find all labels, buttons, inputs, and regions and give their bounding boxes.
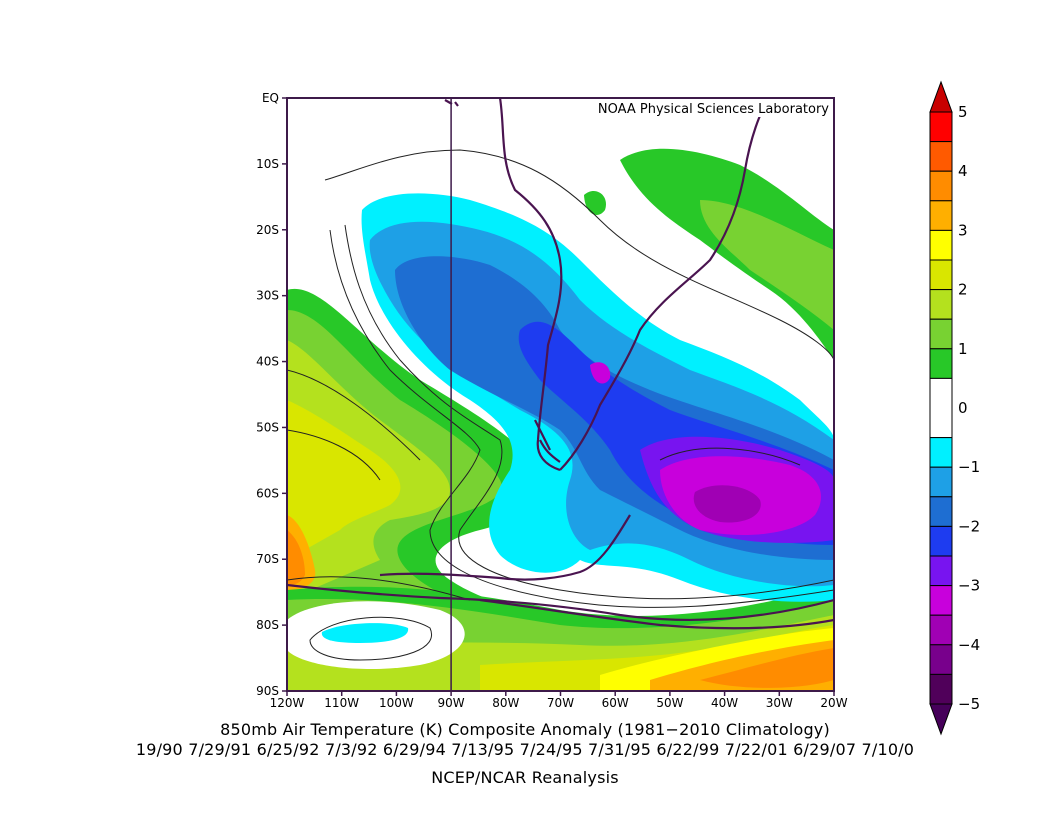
- colorbar-tick-label: 5: [958, 103, 968, 121]
- lon-tick-label: 110W: [324, 696, 359, 710]
- watermark-label: NOAA Physical Sciences Laboratory: [598, 102, 829, 117]
- colorbar-bin: [929, 170, 953, 202]
- lat-tick-label: 40S: [256, 355, 279, 369]
- lon-tick-label: 60W: [602, 696, 629, 710]
- colorbar-bin: [929, 200, 953, 231]
- colorbar-bin: [929, 644, 953, 675]
- contour-line: [344, 224, 834, 600]
- colorbar-bin: [929, 318, 953, 350]
- colorbar-bin: [929, 141, 953, 172]
- colorbar-bin: [929, 348, 953, 379]
- coastlines: [287, 98, 834, 630]
- fill-band-4-west: [287, 530, 305, 585]
- colorbar-bottom-arrow: [929, 703, 953, 736]
- fill-band-neg-3-5: [693, 485, 761, 523]
- fill-band-neg-3-small: [590, 362, 611, 384]
- fill-band-1-northeast: [620, 148, 834, 360]
- lon-tick-label: 90W: [438, 696, 465, 710]
- colorbar-tick-label: 0: [958, 399, 968, 417]
- colorbar-top-arrow: [929, 80, 953, 113]
- fill-band-4-south: [700, 648, 834, 688]
- lon-tick-label: 70W: [547, 696, 574, 710]
- lat-tick-label: EQ: [262, 91, 279, 105]
- latitude-axis: EQ 10S 20S 30S 40S 50S 60S 70S 80S 90S: [256, 91, 287, 698]
- lon-tick-label: 100W: [379, 696, 414, 710]
- caption-title: 850mb Air Temperature (K) Composite Anom…: [220, 720, 830, 739]
- contour-line: [324, 149, 834, 361]
- colorbar-tick-label: 1: [958, 340, 968, 358]
- colorbar-tick-label: −3: [958, 577, 980, 595]
- contour-line: [659, 447, 801, 466]
- lat-tick-label: 90S: [256, 684, 279, 698]
- lat-tick-label: 80S: [256, 618, 279, 632]
- colorbar-tick-label: 4: [958, 162, 968, 180]
- lat-tick-label: 20S: [256, 223, 279, 237]
- lat-tick-label: 70S: [256, 552, 279, 566]
- coast-south-america-west: [498, 98, 563, 472]
- colorbar: 5 4 3 2 1 0 −1 −2 −3 −4 −5: [929, 80, 980, 736]
- contour-lines: [287, 149, 834, 661]
- lon-tick-label: 50W: [656, 696, 683, 710]
- fill-band-2-5-west: [287, 400, 401, 560]
- lat-tick-label: 50S: [256, 420, 279, 434]
- colorbar-bin: [929, 111, 953, 143]
- colorbar-bin: [929, 555, 953, 587]
- colorbar-bin: [929, 289, 953, 320]
- fill-band-1-5-northeast: [700, 200, 834, 330]
- colorbar-bin: [929, 496, 953, 527]
- lat-tick-label: 10S: [256, 157, 279, 171]
- contour-line: [329, 229, 834, 608]
- colorbar-tick-label: −1: [958, 458, 980, 476]
- fill-band-1-small: [584, 190, 606, 215]
- colorbar-tick-label: 2: [958, 281, 968, 299]
- caption-dates: 19/90 7/29/91 6/25/92 7/3/92 6/29/94 7/1…: [135, 740, 915, 759]
- lat-tick-label: 60S: [256, 486, 279, 500]
- colorbar-bin: [929, 377, 953, 439]
- colorbar-bin: [929, 673, 953, 705]
- colorbar-bin: [929, 229, 953, 261]
- lon-tick-label: 40W: [711, 696, 738, 710]
- fill-cyan-south-blob: [321, 623, 409, 643]
- colorbar-bin: [929, 525, 953, 557]
- colorbar-tick-label: −4: [958, 636, 980, 654]
- anomaly-fill-layer: [287, 148, 834, 691]
- colorbar-bin: [929, 259, 953, 291]
- watermark-backdrop: [560, 99, 832, 117]
- caption-source: NCEP/NCAR Reanalysis: [431, 768, 619, 787]
- coast-chile-fragments: [534, 419, 561, 463]
- colorbar-bin: [929, 437, 953, 468]
- lon-tick-label: 20W: [820, 696, 847, 710]
- colorbar-tick-label: −5: [958, 695, 980, 713]
- lon-tick-label: 120W: [270, 696, 305, 710]
- colorbar-bin: [929, 585, 953, 616]
- longitude-axis: 120W 110W 100W 90W 80W 70W 60W 50W 40W 30W 20W: [270, 691, 848, 710]
- contour-line: [287, 429, 381, 481]
- lon-tick-label: 30W: [766, 696, 793, 710]
- contour-line: [309, 616, 433, 661]
- colorbar-tick-label: −2: [958, 517, 980, 535]
- lon-tick-label: 80W: [492, 696, 519, 710]
- colorbar-bin: [929, 614, 953, 646]
- lat-tick-label: 30S: [256, 289, 279, 303]
- contour-line: [287, 369, 421, 461]
- coast-south-america-east: [559, 98, 771, 471]
- coast-antarctica: [287, 583, 834, 622]
- colorbar-bin: [929, 466, 953, 498]
- colorbar-tick-label: 3: [958, 221, 968, 239]
- coast-antarctica-shelf: [479, 598, 834, 630]
- coast-antarctic-peninsula: [379, 514, 631, 581]
